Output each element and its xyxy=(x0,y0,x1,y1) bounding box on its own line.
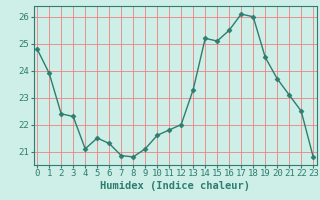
X-axis label: Humidex (Indice chaleur): Humidex (Indice chaleur) xyxy=(100,181,250,191)
